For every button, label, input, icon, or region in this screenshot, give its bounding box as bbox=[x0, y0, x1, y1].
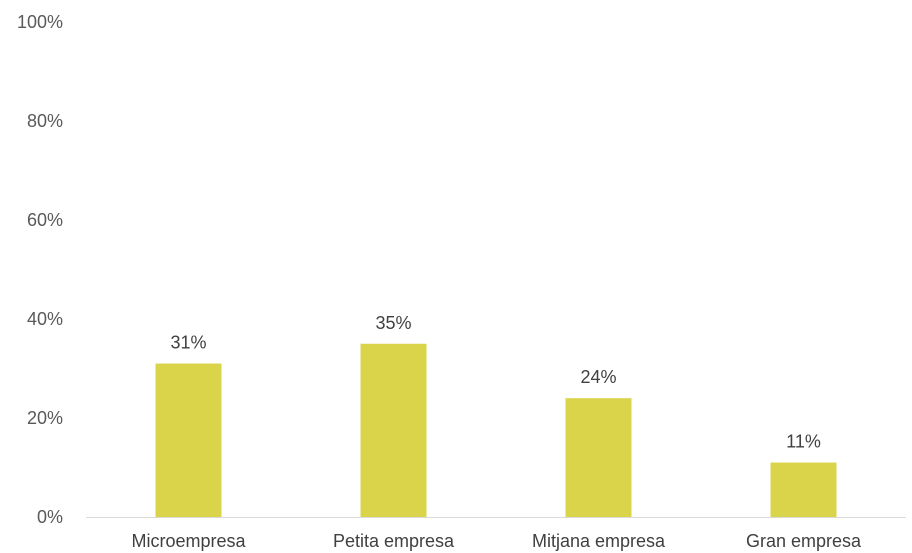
y-tick-label: 20% bbox=[27, 408, 63, 428]
bar-value-label: 31% bbox=[170, 333, 206, 353]
x-category-label: Microempresa bbox=[131, 531, 246, 551]
category-labels: Microempresa Petita empresa Mitjana empres… bbox=[131, 531, 862, 551]
y-axis-ticks: 0% 20% 40% 60% 80% 100% bbox=[17, 12, 63, 527]
bar-value-label: 11% bbox=[786, 432, 821, 452]
bar-value-label: 35% bbox=[375, 313, 411, 333]
bar-value-label: 24% bbox=[580, 367, 616, 387]
data-labels: 31% 35% 24% 11% bbox=[170, 313, 820, 452]
x-category-label: Petita empresa bbox=[333, 531, 455, 551]
y-tick-label: 100% bbox=[17, 12, 63, 32]
y-tick-label: 0% bbox=[37, 507, 63, 527]
bar bbox=[565, 398, 632, 517]
y-tick-label: 40% bbox=[27, 309, 63, 329]
bars bbox=[155, 343, 837, 517]
bar bbox=[360, 343, 427, 517]
x-category-label: Mitjana empresa bbox=[532, 531, 666, 551]
bar bbox=[155, 363, 222, 517]
y-tick-label: 80% bbox=[27, 111, 63, 131]
x-category-label: Gran empresa bbox=[746, 531, 862, 551]
bar bbox=[770, 462, 837, 517]
y-tick-label: 60% bbox=[27, 210, 63, 230]
